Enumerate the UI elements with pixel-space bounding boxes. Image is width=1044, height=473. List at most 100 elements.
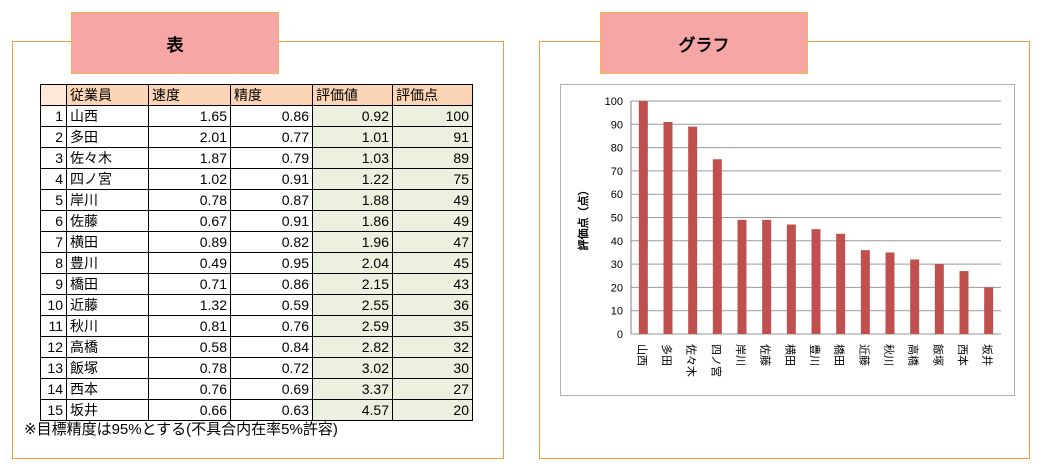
x-tick-label: 近藤 (857, 344, 870, 366)
bar (984, 287, 994, 334)
speed-value: 0.78 (148, 357, 231, 379)
x-tick-label: 橋田 (833, 344, 847, 366)
x-tick-label: 豊川 (808, 344, 821, 366)
x-tick-label: 岸川 (734, 344, 747, 366)
x-tick-label: 西本 (956, 344, 970, 366)
x-tick-label: 山西 (635, 344, 648, 366)
table-header-row: 従業員 速度 精度 評価値 評価点 (40, 84, 473, 106)
eval-score: 27 (392, 378, 473, 400)
x-tick-label: 佐々木 (685, 344, 699, 377)
row-index: 5 (40, 189, 67, 211)
bar (786, 224, 796, 334)
table-row: 9 橋田 0.71 0.86 2.15 43 (40, 273, 473, 295)
precision-value: 0.77 (230, 126, 313, 148)
employee-name: 豊川 (66, 252, 149, 274)
eval-score: 49 (392, 210, 473, 232)
row-index: 13 (40, 357, 67, 379)
row-index: 9 (40, 273, 67, 295)
table-tab-label: 表 (71, 12, 279, 74)
speed-value: 0.67 (148, 210, 231, 232)
precision-value: 0.82 (230, 231, 313, 253)
y-tick-label: 0 (617, 329, 623, 341)
bar (836, 233, 846, 334)
x-tick-label: 坂井 (981, 344, 995, 366)
y-tick-label: 40 (611, 236, 623, 248)
precision-value: 0.86 (230, 105, 313, 127)
eval-value: 3.02 (312, 357, 393, 379)
table-row: 14 西本 0.76 0.69 3.37 27 (40, 378, 473, 400)
speed-value: 0.78 (148, 189, 231, 211)
employee-name: 佐々木 (66, 147, 149, 169)
bar (885, 252, 895, 334)
precision-value: 0.76 (230, 315, 313, 337)
table-row: 15 坂井 0.66 0.63 4.57 20 (40, 399, 473, 421)
table-row: 12 高橋 0.58 0.84 2.82 32 (40, 336, 473, 358)
bar-chart: 0 10 20 30 40 50 60 70 80 90 100 山西 多田 佐々木 四ノ宮 岸川 佐藤 横田 豊川… (560, 84, 1015, 396)
speed-value: 0.71 (148, 273, 231, 295)
precision-value: 0.91 (230, 168, 313, 190)
header-speed: 速度 (148, 84, 231, 106)
x-tick-label: 秋川 (882, 344, 896, 366)
row-index: 14 (40, 378, 67, 400)
eval-value: 0.92 (312, 105, 393, 127)
eval-value: 3.37 (312, 378, 393, 400)
eval-score: 89 (392, 147, 473, 169)
row-index: 12 (40, 336, 67, 358)
speed-value: 0.76 (148, 378, 231, 400)
header-precision: 精度 (230, 84, 313, 106)
header-eval-score: 評価点 (392, 84, 473, 106)
precision-value: 0.79 (230, 147, 313, 169)
table-row: 8 豊川 0.49 0.95 2.04 45 (40, 252, 473, 274)
table-row: 13 飯塚 0.78 0.72 3.02 30 (40, 357, 473, 379)
employee-table: 従業員 速度 精度 評価値 評価点 1 山西 1.65 0.86 0.92 100 2 多田 2… (40, 84, 473, 421)
eval-score: 45 (392, 252, 473, 274)
y-tick-label: 20 (611, 282, 623, 294)
eval-score: 47 (392, 231, 473, 253)
speed-value: 2.01 (148, 126, 231, 148)
employee-name: 山西 (66, 105, 149, 127)
employee-name: 西本 (66, 378, 149, 400)
speed-value: 0.81 (148, 315, 231, 337)
eval-value: 2.82 (312, 336, 393, 358)
speed-value: 1.87 (148, 147, 231, 169)
bar (959, 271, 969, 334)
y-axis-label: 評価点（点） (576, 185, 590, 251)
bar (860, 250, 870, 334)
eval-score: 100 (392, 105, 473, 127)
eval-score: 91 (392, 126, 473, 148)
employee-name: 坂井 (66, 399, 149, 421)
precision-value: 0.84 (230, 336, 313, 358)
eval-score: 30 (392, 357, 473, 379)
eval-value: 1.86 (312, 210, 393, 232)
employee-name: 秋川 (66, 315, 149, 337)
eval-value: 2.59 (312, 315, 393, 337)
precision-value: 0.72 (230, 357, 313, 379)
y-tick-label: 50 (611, 213, 623, 225)
row-index: 8 (40, 252, 67, 274)
employee-name: 飯塚 (66, 357, 149, 379)
eval-score: 36 (392, 294, 473, 316)
speed-value: 0.49 (148, 252, 231, 274)
x-tick-label: 多田 (660, 344, 674, 366)
eval-score: 75 (392, 168, 473, 190)
eval-score: 32 (392, 336, 473, 358)
bar (712, 159, 722, 334)
header-eval-value: 評価値 (312, 84, 393, 106)
precision-value: 0.87 (230, 189, 313, 211)
bar (688, 126, 698, 334)
y-tick-label: 100 (605, 96, 623, 108)
table-row: 6 佐藤 0.67 0.91 1.86 49 (40, 210, 473, 232)
header-employee: 従業員 (66, 84, 149, 106)
eval-score: 35 (392, 315, 473, 337)
row-index: 10 (40, 294, 67, 316)
y-tick-label: 60 (611, 189, 623, 201)
eval-value: 1.88 (312, 189, 393, 211)
employee-name: 橋田 (66, 273, 149, 295)
precision-value: 0.63 (230, 399, 313, 421)
row-index: 6 (40, 210, 67, 232)
bar (663, 121, 673, 334)
precision-value: 0.59 (230, 294, 313, 316)
employee-name: 多田 (66, 126, 149, 148)
eval-value: 2.55 (312, 294, 393, 316)
precision-value: 0.69 (230, 378, 313, 400)
